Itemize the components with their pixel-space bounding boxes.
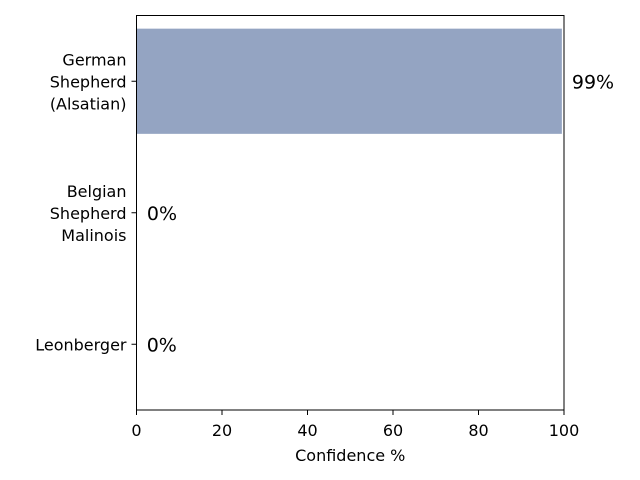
x-axis-label: Confidence % (295, 446, 405, 465)
x-axis-ticks: 0 20 40 60 80 100 (131, 410, 579, 440)
y-tick-label: Leonberger (35, 335, 127, 354)
value-label: 0% (147, 334, 177, 356)
y-tick-label: Belgian Shepherd Malinois (50, 182, 127, 245)
y-tick-label: German Shepherd (Alsatian) (50, 50, 127, 113)
x-tick-label: 0 (131, 421, 141, 440)
value-labels: 99% 0% 0% (147, 71, 614, 356)
bars-layer (136, 28, 562, 397)
value-label: 0% (147, 203, 177, 225)
x-tick-label: 60 (383, 421, 403, 440)
x-tick-label: 100 (549, 421, 580, 440)
y-axis-ticks: German Shepherd (Alsatian) Belgian Shepherd M… (35, 50, 137, 354)
value-label: 99% (572, 71, 614, 93)
bar (136, 28, 562, 134)
x-tick-label: 20 (212, 421, 232, 440)
x-tick-label: 80 (468, 421, 488, 440)
x-tick-label: 40 (297, 421, 317, 440)
